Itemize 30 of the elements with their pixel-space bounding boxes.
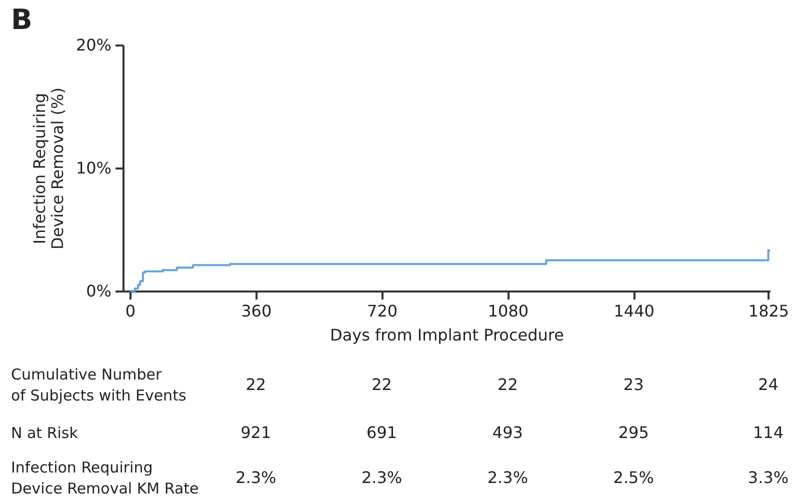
- text: 691: [366, 423, 398, 442]
- y-axis-title: Infection Requiring Device Removal (%): [30, 88, 67, 250]
- chart-title: B: [11, 3, 32, 36]
- text: 24: [758, 375, 778, 394]
- text: 2.5%: [613, 468, 654, 487]
- text: 493: [492, 423, 523, 442]
- text: 2.3%: [236, 468, 276, 487]
- x-axis-title: Days from Implant Procedure: [330, 326, 564, 344]
- text: 3.3%: [748, 468, 789, 487]
- text: 23: [623, 375, 644, 394]
- text: 295: [618, 423, 649, 442]
- text: 22: [372, 375, 392, 394]
- text: 22: [498, 375, 518, 394]
- y-tick-label: 10%: [76, 158, 112, 178]
- text: Infection Requiring Device Removal KM Rate: [11, 458, 199, 498]
- text: 921: [240, 423, 272, 442]
- text: 114: [752, 423, 784, 442]
- text: Cumulative Number of Subjects with Events: [11, 366, 186, 404]
- x-tick-label: 0: [125, 302, 136, 320]
- x-tick-label: 360: [241, 302, 272, 320]
- text: 2.3%: [361, 468, 402, 487]
- x-tick-label: 1825: [748, 302, 790, 320]
- text: 2.3%: [487, 468, 528, 487]
- x-tick-label: 1440: [614, 302, 654, 320]
- x-tick-label: 1080: [488, 302, 529, 320]
- y-tick-label: 20%: [76, 36, 112, 54]
- text: N at Risk: [11, 424, 78, 442]
- x-tick-label: 720: [367, 302, 398, 320]
- y-tick-label: 0%: [86, 282, 112, 300]
- text: 22: [246, 375, 266, 394]
